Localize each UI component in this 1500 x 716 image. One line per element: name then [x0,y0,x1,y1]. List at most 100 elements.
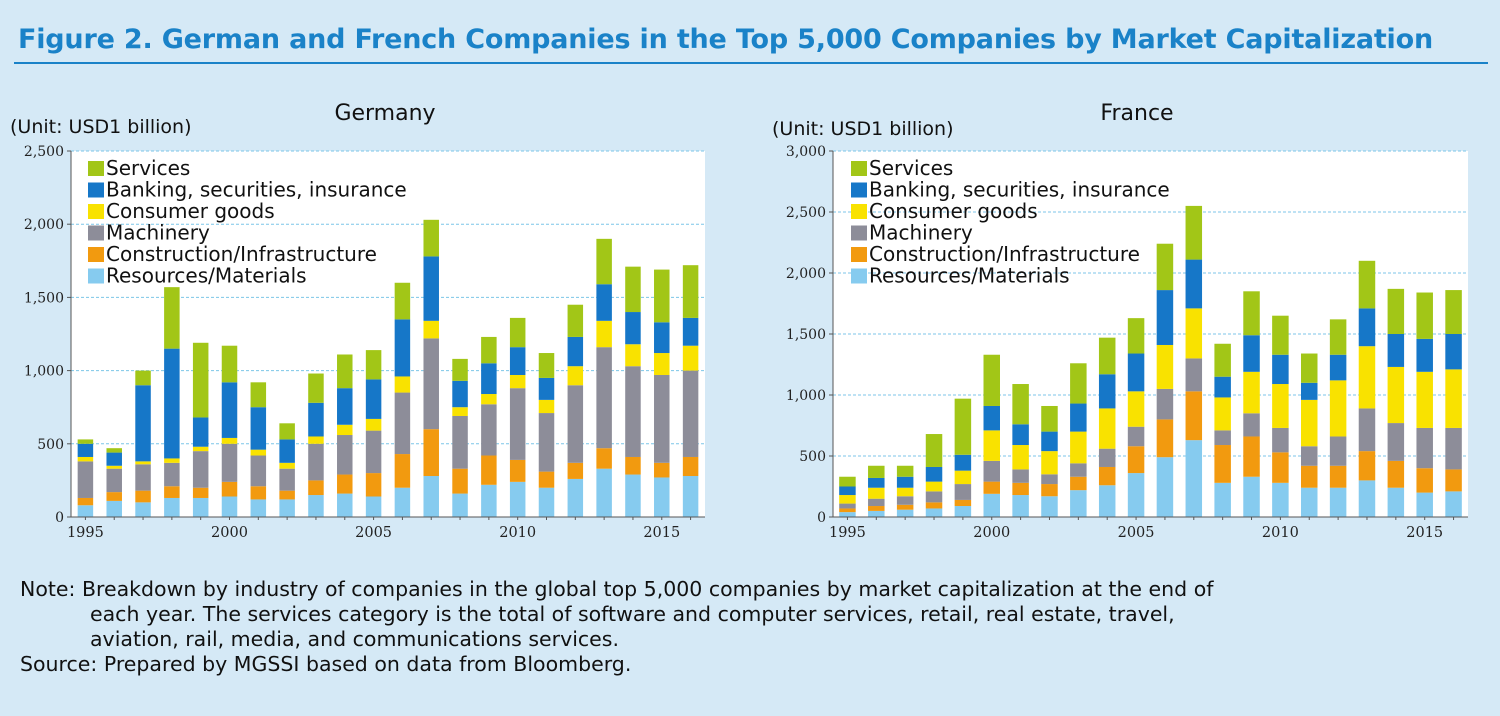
bar-segment [896,465,914,477]
bar-segment [279,468,295,491]
bar-segment [1358,451,1376,481]
bar-segment [1445,334,1462,370]
bar-segment [983,354,1000,406]
bar-segment [221,443,238,482]
bar-segment [77,456,94,462]
legend-label: Machinery [106,221,210,245]
x-tick-label: 2000 [211,525,248,541]
title-divider [14,62,1488,64]
bar-segment [279,490,295,500]
bar-segment [481,484,497,517]
charts-canvas: 0 500 1,000 1,500 2,000 2,500 1995 2000 2005 2010… [10,101,1468,541]
bar-segment [221,481,238,497]
bar-segment [135,370,151,386]
bar-segment [1387,487,1405,517]
unit-label: (Unit: USD1 billion) [772,118,954,140]
bar-segment [1387,423,1405,461]
bar-segment [106,465,122,469]
bar-segment [423,320,439,339]
x-tick-label: 2010 [499,525,536,541]
bar-segment [452,358,468,381]
y-tick-label: 2,000 [24,217,64,233]
bar-segment [1243,291,1260,336]
bar-segment [1070,403,1087,432]
bar-segment [1012,384,1029,425]
bar-segment [839,486,856,496]
bar-segment [1272,427,1289,453]
y-tick-label: 1,500 [786,327,826,343]
bar-segment [1070,476,1087,491]
bar-segment [221,345,238,383]
bar-segment [1041,474,1058,485]
bar-segment [135,461,151,465]
bar-segment [1301,399,1318,447]
bar-segment [1041,484,1058,497]
bar-segment [452,415,468,469]
bar-segment [1185,358,1203,392]
bar-segment [394,487,411,517]
bar-segment [983,430,1000,461]
chart-france: 0 500 1,000 1,500 2,000 2,500 3,000 1995 2000 200… [772,101,1468,541]
bar-segment [1445,469,1462,492]
bar-segment [250,455,267,487]
bar-segment [954,499,972,507]
bar-segment [192,342,209,418]
bar-segment [423,256,439,321]
bar-segment [682,370,699,457]
bar-segment [192,417,209,447]
bar-segment [1185,205,1203,260]
bar-segment [682,265,699,318]
bar-segment [654,322,670,354]
bar-segment [839,495,856,504]
bar-segment [365,350,382,380]
bar-segment [481,336,497,364]
bar-segment [839,508,856,513]
bar-segment [509,459,526,482]
bar-segment [452,468,468,494]
bar-segment [337,388,353,425]
bar-segment [1041,405,1058,432]
bar-segment [1243,335,1260,372]
bar-segment [1329,487,1347,517]
bar-segment [1070,431,1087,464]
bar-segment [221,496,238,517]
x-tick-label: 1995 [67,525,104,541]
bar-segment [538,377,555,400]
bar-segment [164,458,180,463]
bar-segment [106,448,122,453]
bar-segment [868,465,885,478]
bar-segment [279,499,295,517]
bar-segment [1041,496,1058,517]
bar-segment [1127,318,1145,354]
bar-segment [1214,445,1231,483]
bar-segment [1416,492,1433,517]
bar-segment [954,470,972,485]
bar-segment [394,392,411,455]
bar-segment [1098,408,1116,449]
bar-segment [839,512,856,517]
bar-segment [1329,436,1347,466]
bar-segment [896,496,914,505]
bar-segment [625,266,641,313]
legend-label: Machinery [869,221,973,245]
legend-swatch [88,268,104,284]
bar-segment [1070,363,1087,404]
bar-segment [250,486,267,500]
bar-segment [954,454,972,471]
bar-segment [1416,371,1433,428]
bar-segment [654,374,670,463]
legend-swatch [88,225,104,241]
bar-segment [308,373,324,403]
x-tick-label: 1995 [829,525,866,541]
bar-segment [896,476,914,488]
bar-segment [954,506,972,517]
legend-label: Resources/Materials [869,264,1070,288]
bar-segment [596,448,612,469]
bar-segment [365,430,382,474]
bar-segment [1243,371,1260,414]
legend-label: Construction/Infrastructure [106,242,377,266]
bar-segment [394,319,411,377]
bar-segment [135,464,151,491]
bar-segment [896,504,914,510]
x-tick-label: 2000 [973,525,1010,541]
